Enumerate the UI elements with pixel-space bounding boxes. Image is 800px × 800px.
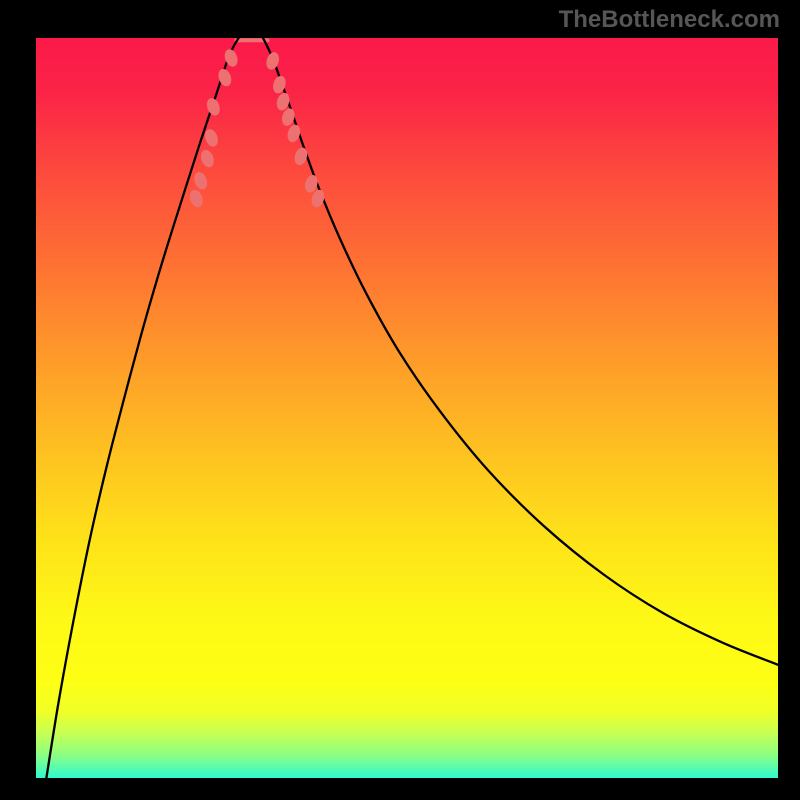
- plot-area: [36, 38, 778, 778]
- curve-right: [263, 38, 778, 665]
- marker-right: [293, 146, 310, 167]
- marker-left: [188, 188, 205, 209]
- marker-right: [264, 51, 281, 72]
- marker-left: [205, 96, 222, 117]
- marker-left: [192, 170, 209, 191]
- curves-layer: [36, 38, 778, 778]
- curve-left: [46, 38, 238, 778]
- stage: TheBottleneck.com: [0, 0, 800, 800]
- marker-right: [285, 123, 302, 144]
- marker-left: [203, 127, 220, 148]
- marker-left: [199, 148, 216, 169]
- watermark-text: TheBottleneck.com: [559, 6, 780, 34]
